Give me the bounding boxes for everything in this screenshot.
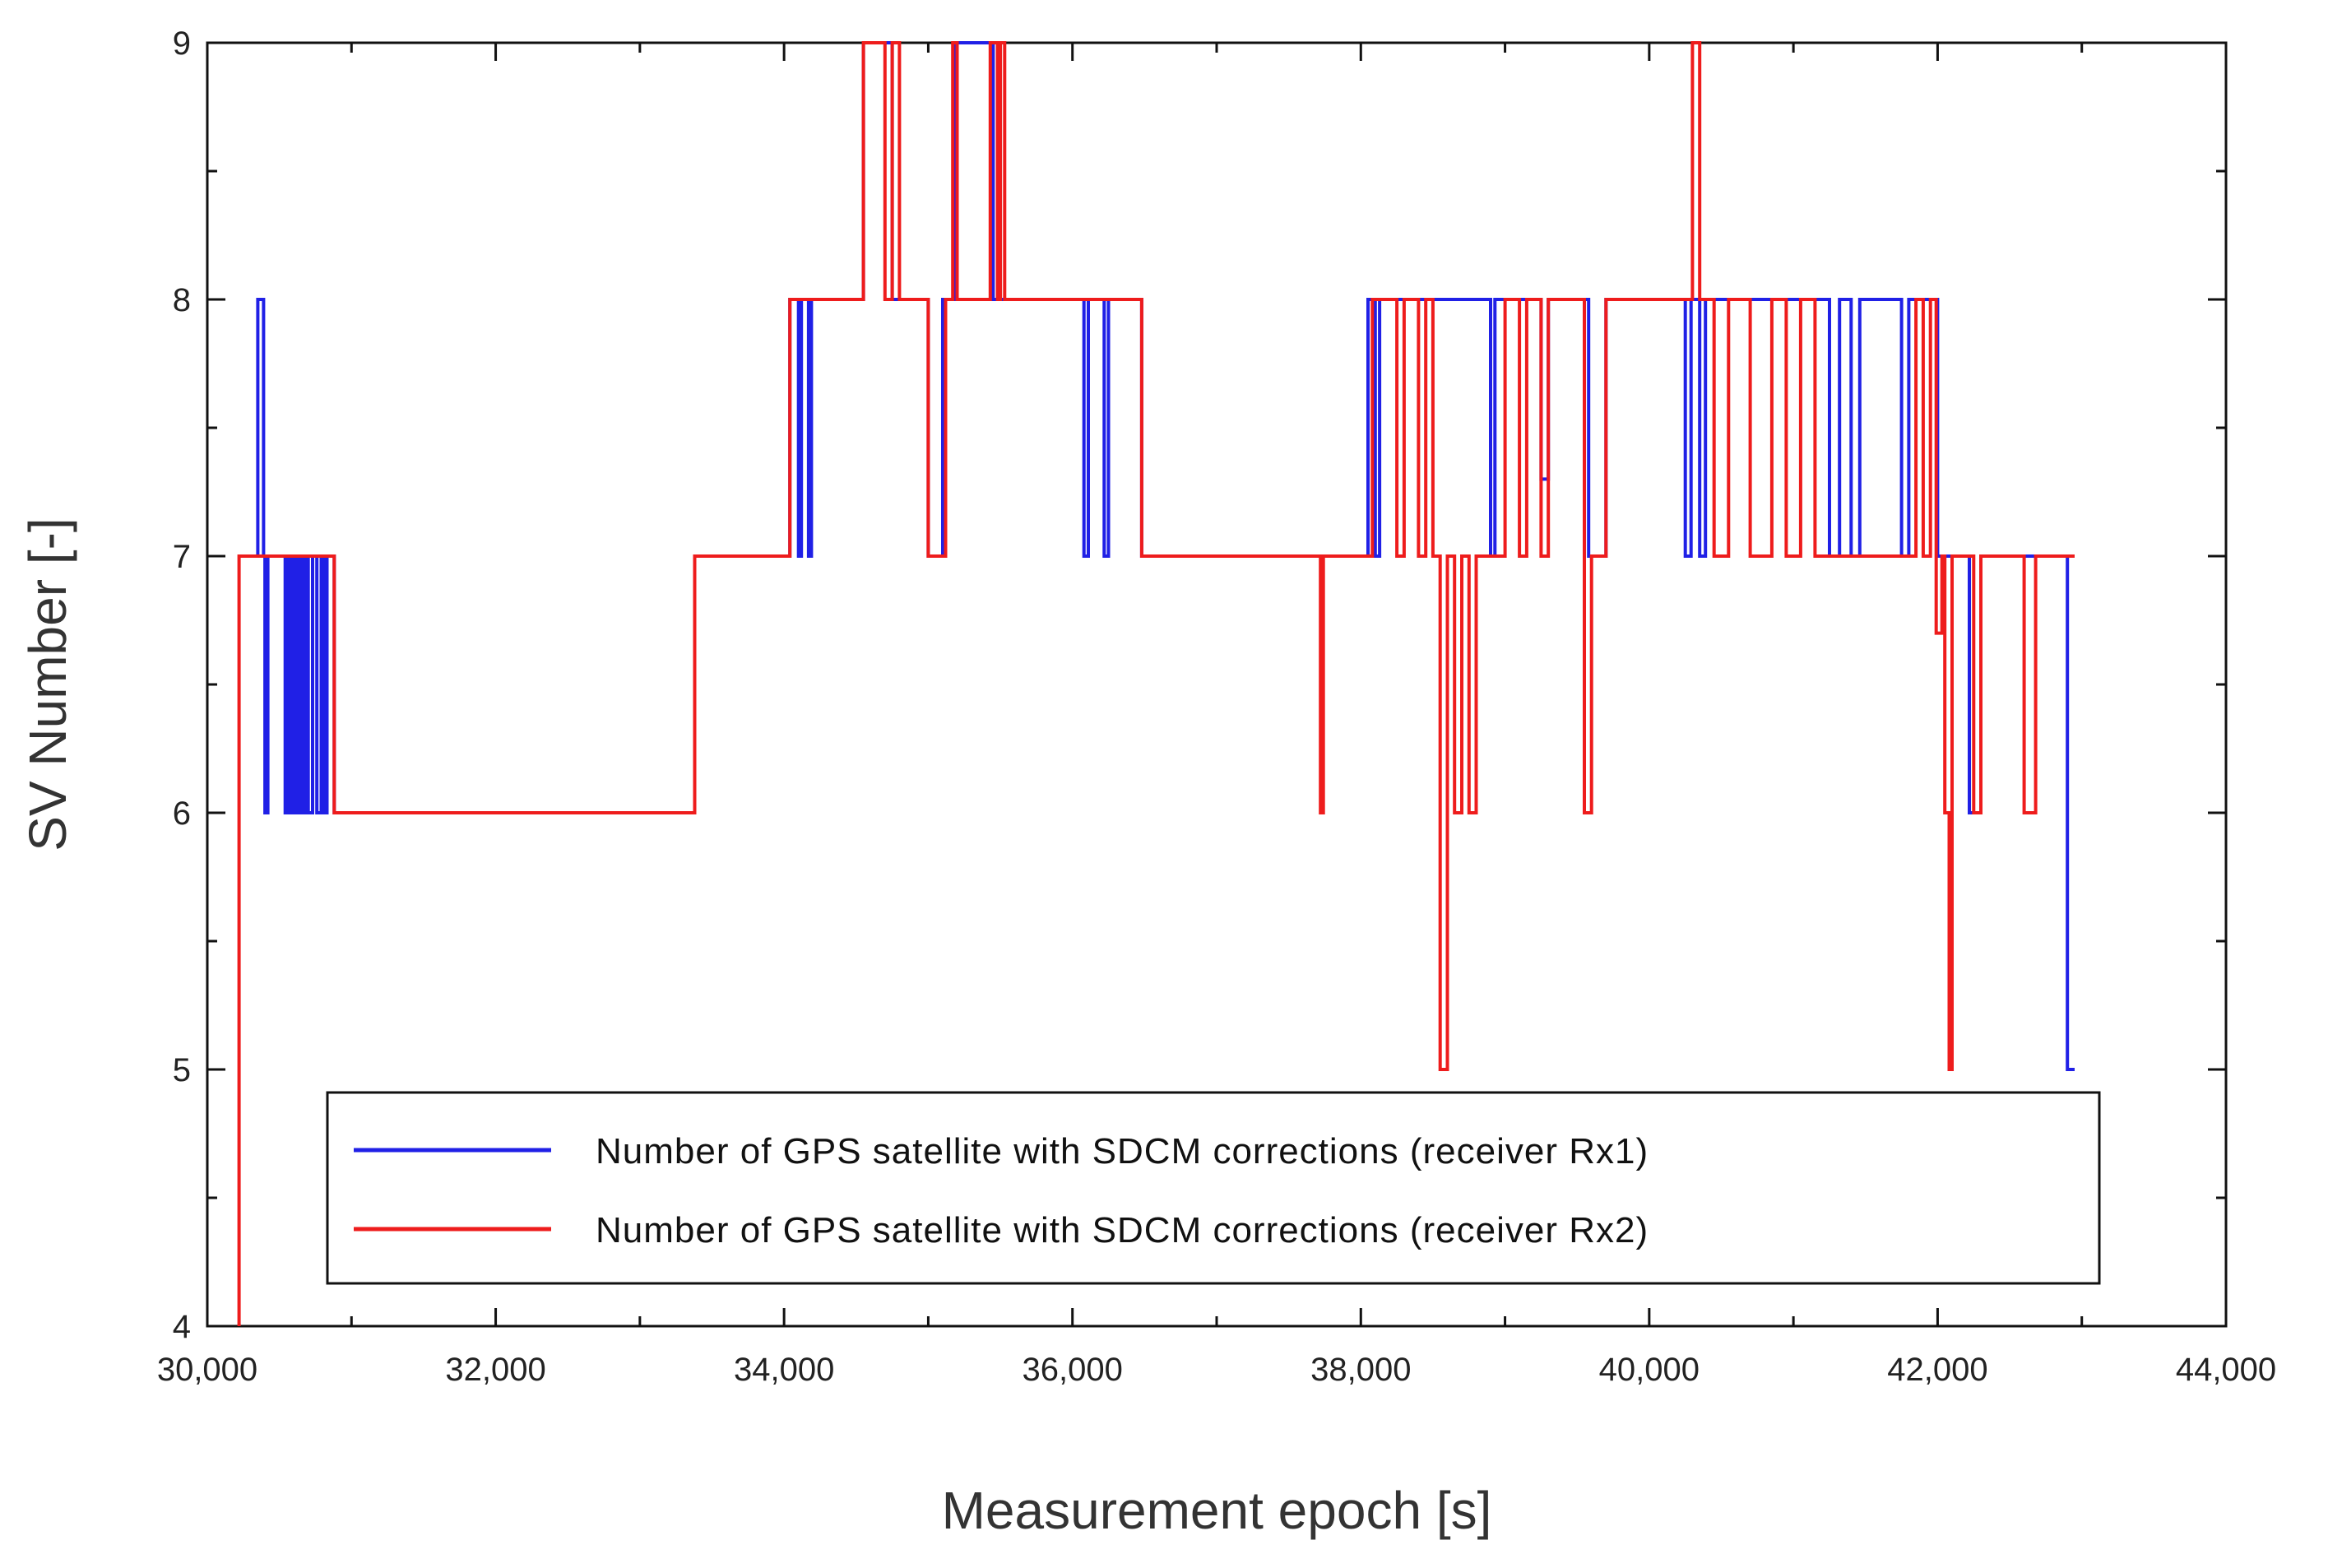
y-tick-label: 5 xyxy=(173,1052,191,1088)
legend: Number of GPS satellite with SDCM correc… xyxy=(326,1091,2101,1285)
x-tick-label: 44,000 xyxy=(2176,1352,2276,1388)
legend-label-rx1: Number of GPS satellite with SDCM correc… xyxy=(596,1131,1649,1171)
x-tick-label: 34,000 xyxy=(734,1352,834,1388)
x-tick-label: 36,000 xyxy=(1023,1352,1123,1388)
y-tick-label: 4 xyxy=(173,1309,191,1345)
legend-label-rx2: Number of GPS satellite with SDCM correc… xyxy=(596,1210,1649,1250)
y-tick-label: 8 xyxy=(173,282,191,318)
axis-ticks: 30,000 32,000 34,000 36,000 38,000 40,000 42,0… xyxy=(157,26,2276,1388)
x-tick-label: 32,000 xyxy=(445,1352,545,1388)
y-tick-label: 9 xyxy=(173,26,191,62)
y-axis-title: SV Number [-] xyxy=(18,517,77,851)
x-axis-title: Measurement epoch [s] xyxy=(942,1481,1492,1540)
x-tick-label: 40,000 xyxy=(1599,1352,1700,1388)
series-line-rx2 xyxy=(237,41,2075,1326)
y-tick-label: 7 xyxy=(173,539,191,575)
x-tick-label: 38,000 xyxy=(1310,1352,1411,1388)
y-tick-label: 6 xyxy=(173,796,191,832)
x-tick-label: 30,000 xyxy=(157,1352,257,1388)
series-layer xyxy=(237,41,2075,1326)
x-tick-label: 42,000 xyxy=(1887,1352,1987,1388)
legend-box xyxy=(326,1091,2101,1285)
